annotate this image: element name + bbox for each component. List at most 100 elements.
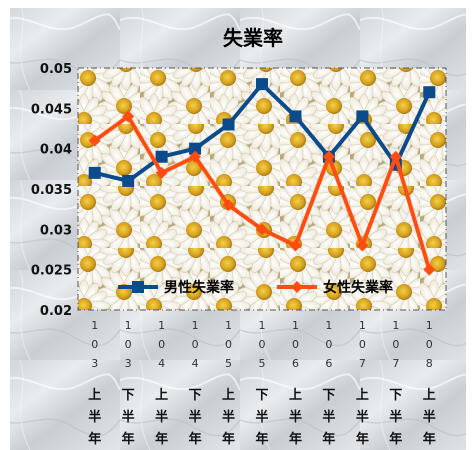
x-tick-digit: 1	[259, 319, 266, 332]
x-tick-digit: 3	[91, 357, 98, 370]
x-tick-digit: 1	[225, 319, 232, 332]
x-tick-label: 1 0 6 下半年	[322, 319, 335, 447]
x-tick-half: 半	[189, 409, 202, 425]
data-point	[155, 150, 168, 163]
x-tick-digit: 1	[325, 319, 332, 332]
x-tick-half: 半	[88, 409, 101, 425]
x-tick-label: 1 0 5 下半年	[255, 319, 268, 447]
x-tick-digit: 1	[91, 319, 98, 332]
x-tick-half: 上	[155, 388, 168, 403]
x-tick-digit: 7	[359, 357, 366, 370]
x-tick-half: 年	[88, 431, 101, 447]
x-tick-label: 1 0 3 下半年	[122, 319, 135, 447]
x-tick-half: 上	[289, 388, 302, 403]
x-tick-digit: 1	[125, 319, 132, 332]
y-axis-ticks: 0.05 0.045 0.04 0.035 0.03 0.025 0.02	[31, 62, 72, 319]
x-tick-half: 下	[255, 388, 268, 403]
x-tick-label: 1 0 4 上半年	[155, 319, 168, 447]
data-point	[289, 239, 302, 252]
x-tick-half: 年	[322, 431, 335, 447]
x-tick-label: 1 0 6 上半年	[289, 319, 302, 447]
x-tick-digit: 1	[158, 319, 165, 332]
series-female	[88, 110, 436, 276]
x-tick-half: 年	[289, 431, 302, 447]
x-tick-label: 1 0 7 上半年	[356, 319, 369, 447]
x-tick-half: 年	[155, 431, 168, 447]
data-point	[222, 199, 235, 212]
x-tick-half: 下	[389, 388, 402, 403]
x-tick-half: 半	[389, 409, 402, 425]
data-point	[356, 239, 369, 252]
legend-marker	[291, 281, 303, 293]
x-tick-digit: 0	[259, 338, 266, 351]
legend: 男性失業率 女性失業率	[118, 279, 393, 296]
data-point	[222, 118, 235, 131]
data-point	[322, 150, 335, 163]
x-tick-half: 年	[255, 431, 268, 447]
x-tick-half: 半	[255, 409, 268, 425]
x-tick-half: 下	[189, 388, 202, 403]
data-point	[189, 150, 202, 163]
x-tick-digit: 0	[225, 338, 232, 351]
x-tick-digit: 7	[392, 357, 399, 370]
chart-title: 失業率	[223, 26, 283, 50]
x-tick-digit: 0	[392, 338, 399, 351]
x-tick-digit: 4	[192, 357, 199, 370]
x-tick-digit: 0	[158, 338, 165, 351]
x-tick-digit: 0	[91, 338, 98, 351]
x-tick-half: 半	[122, 409, 135, 425]
x-tick-label: 1 0 8 上半年	[423, 319, 436, 447]
x-tick-digit: 6	[325, 357, 332, 370]
x-tick-half: 半	[423, 409, 436, 425]
x-tick-half: 上	[222, 388, 235, 403]
y-tick-label: 0.03	[40, 223, 72, 238]
legend-item: 男性失業率	[118, 279, 234, 296]
data-point	[155, 166, 168, 179]
x-tick-half: 半	[289, 409, 302, 425]
data-point	[122, 174, 135, 187]
x-tick-label: 1 0 7 下半年	[389, 319, 402, 447]
x-tick-digit: 5	[225, 357, 232, 370]
x-tick-label: 1 0 5 上半年	[222, 319, 235, 447]
x-tick-half: 上	[88, 388, 101, 403]
data-point	[256, 223, 268, 236]
x-tick-half: 半	[356, 409, 369, 425]
y-tick-label: 0.05	[40, 62, 72, 77]
data-point	[88, 134, 101, 147]
x-axis-ticks: 1 0 3 上半年 1 0 3 下半年 1 0 4 上半年 1 0 4 下半年 1 0 5 上半年 1 0 5 下半年 1 0 6 上…	[88, 319, 436, 447]
series-layer	[88, 78, 436, 276]
x-tick-half: 年	[356, 431, 369, 447]
y-tick-label: 0.045	[31, 102, 72, 117]
series-male	[88, 78, 436, 187]
x-tick-digit: 0	[192, 338, 199, 351]
x-tick-digit: 0	[359, 338, 366, 351]
x-tick-digit: 0	[292, 338, 299, 351]
plot-background	[78, 68, 446, 310]
x-tick-digit: 0	[426, 338, 433, 351]
x-tick-digit: 3	[125, 357, 132, 370]
x-tick-label: 1 0 3 上半年	[88, 319, 101, 447]
x-tick-half: 上	[423, 388, 436, 403]
x-tick-half: 上	[356, 388, 369, 403]
x-tick-digit: 0	[125, 338, 132, 351]
data-point	[389, 150, 402, 163]
legend-marker	[132, 281, 144, 293]
data-point	[189, 142, 202, 155]
x-tick-half: 年	[122, 431, 135, 447]
x-tick-digit: 1	[426, 319, 433, 332]
x-tick-digit: 0	[325, 338, 332, 351]
x-tick-half: 半	[322, 409, 335, 425]
x-tick-digit: 5	[259, 357, 266, 370]
plot-area	[77, 67, 447, 311]
y-tick-label: 0.025	[31, 264, 72, 279]
y-tick-label: 0.04	[40, 143, 72, 158]
x-tick-digit: 6	[292, 357, 299, 370]
x-tick-digit: 1	[392, 319, 399, 332]
legend-label: 女性失業率	[323, 279, 393, 296]
legend-label: 男性失業率	[164, 279, 234, 296]
x-tick-digit: 8	[426, 357, 433, 370]
x-tick-half: 下	[322, 388, 335, 403]
data-point	[423, 263, 436, 276]
x-tick-digit: 4	[158, 357, 165, 370]
